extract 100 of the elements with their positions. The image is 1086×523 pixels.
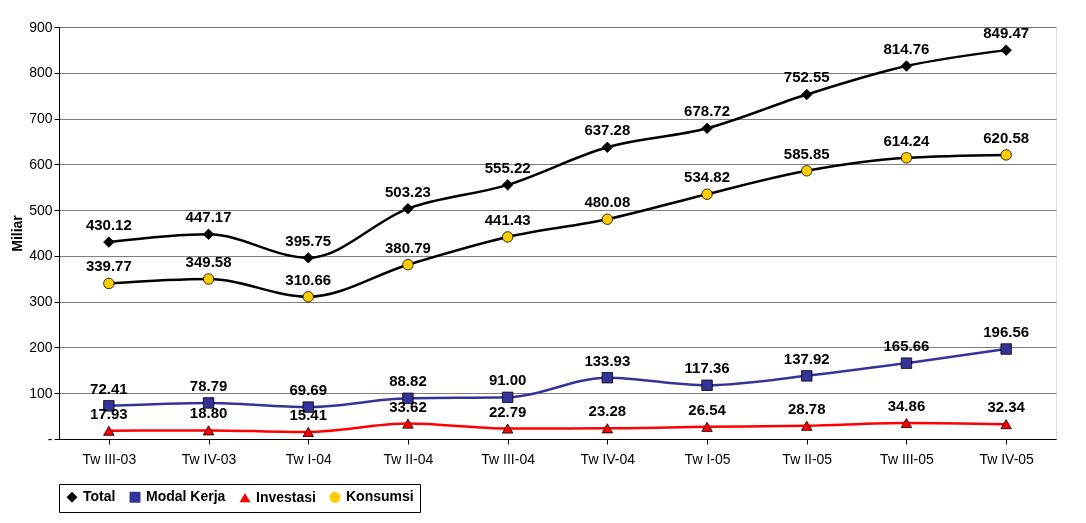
data-label: 33.62 bbox=[389, 397, 427, 415]
data-label: 395.75 bbox=[285, 231, 332, 249]
data-label: 349.58 bbox=[185, 252, 232, 270]
x-tick-label: Tw III-03 bbox=[82, 450, 137, 467]
data-label: 430.12 bbox=[85, 216, 132, 234]
data-label: 117.36 bbox=[684, 359, 730, 377]
data-label: 23.28 bbox=[588, 402, 627, 420]
x-tick-label: Tw IV-04 bbox=[580, 450, 636, 467]
point bbox=[801, 88, 813, 101]
y-axis-title: Miliar bbox=[9, 214, 26, 252]
point bbox=[601, 372, 613, 384]
data-label: 91.00 bbox=[488, 371, 527, 389]
point bbox=[701, 421, 713, 432]
y-tick-label: 300 bbox=[29, 293, 53, 310]
point bbox=[502, 423, 514, 434]
legend-label: Modal Kerja bbox=[146, 488, 226, 505]
y-tick-label: 600 bbox=[29, 155, 53, 172]
data-label: 72.41 bbox=[90, 379, 128, 397]
point bbox=[103, 277, 115, 290]
point bbox=[103, 425, 115, 436]
data-label: 447.17 bbox=[185, 208, 232, 226]
point bbox=[900, 357, 913, 369]
data-label: 620.58 bbox=[983, 128, 1030, 146]
point bbox=[1000, 343, 1012, 355]
data-label: 585.85 bbox=[783, 144, 830, 162]
point bbox=[701, 379, 713, 391]
data-label: 15.41 bbox=[289, 405, 328, 423]
point bbox=[302, 427, 314, 437]
point bbox=[502, 391, 514, 403]
data-label: 555.22 bbox=[484, 158, 531, 176]
point bbox=[701, 122, 713, 134]
point bbox=[202, 425, 215, 436]
point bbox=[202, 228, 215, 240]
point bbox=[601, 213, 613, 225]
data-label: 26.54 bbox=[688, 400, 727, 418]
x-tick-label: Tw IV-03 bbox=[181, 450, 237, 467]
x-tick-label: Tw III-05 bbox=[880, 450, 934, 467]
data-label: 34.86 bbox=[887, 397, 926, 415]
point bbox=[900, 152, 913, 164]
data-label: 165.66 bbox=[883, 337, 930, 355]
point bbox=[402, 418, 414, 429]
point bbox=[701, 188, 713, 200]
y-tick-label: 800 bbox=[29, 64, 53, 81]
data-label: 752.55 bbox=[783, 68, 830, 86]
point bbox=[1000, 149, 1012, 161]
point bbox=[801, 420, 813, 431]
data-label: 441.43 bbox=[484, 210, 531, 228]
point bbox=[202, 273, 215, 285]
point bbox=[302, 291, 314, 303]
data-label: 133.93 bbox=[584, 351, 631, 369]
data-label: 22.79 bbox=[488, 402, 527, 420]
point bbox=[801, 165, 813, 177]
x-tick-label: Tw IV-05 bbox=[979, 450, 1035, 467]
data-label: 480.08 bbox=[584, 193, 631, 211]
data-label: 310.66 bbox=[285, 270, 332, 288]
legend-label: Konsumsi bbox=[346, 488, 414, 505]
point bbox=[801, 370, 813, 382]
y-tick-label: 500 bbox=[29, 201, 53, 218]
data-label: 678.72 bbox=[684, 102, 730, 120]
data-label: 637.28 bbox=[584, 121, 631, 139]
data-label: 137.92 bbox=[783, 349, 830, 367]
data-label: 196.56 bbox=[983, 323, 1030, 341]
data-label: 28.78 bbox=[787, 399, 826, 417]
data-label: 503.23 bbox=[385, 182, 431, 200]
point bbox=[900, 418, 913, 428]
x-tick-label: Tw III-04 bbox=[481, 450, 536, 467]
data-label: 849.47 bbox=[983, 24, 1030, 42]
point bbox=[502, 231, 514, 243]
legend-label: Total bbox=[83, 488, 116, 505]
data-label: 380.79 bbox=[385, 238, 431, 256]
legend-label: Investasi bbox=[256, 488, 316, 505]
point bbox=[402, 259, 414, 271]
y-tick-label: - bbox=[47, 430, 53, 447]
data-label: 814.76 bbox=[883, 40, 930, 58]
data-label: 32.34 bbox=[987, 398, 1026, 416]
x-tick-label: Tw I-05 bbox=[684, 450, 731, 467]
point bbox=[601, 141, 613, 153]
point bbox=[1000, 44, 1012, 56]
y-tick-label: 100 bbox=[29, 384, 53, 401]
point bbox=[1000, 419, 1012, 430]
point bbox=[900, 60, 913, 72]
data-label: 534.82 bbox=[684, 168, 730, 186]
data-label: 614.24 bbox=[883, 131, 931, 149]
point bbox=[502, 179, 514, 191]
data-label: 69.69 bbox=[289, 381, 328, 399]
point bbox=[302, 252, 314, 264]
point bbox=[402, 202, 414, 215]
y-tick-label: 700 bbox=[29, 110, 53, 127]
data-label: 78.79 bbox=[189, 376, 228, 394]
point bbox=[601, 423, 613, 434]
y-tick-label: 900 bbox=[29, 18, 53, 35]
data-label: 88.82 bbox=[389, 372, 427, 390]
point bbox=[103, 236, 115, 248]
x-tick-label: Tw I-04 bbox=[285, 450, 332, 467]
data-label: 17.93 bbox=[90, 404, 128, 422]
x-tick-label: Tw II-04 bbox=[383, 450, 434, 467]
data-label: 18.80 bbox=[189, 404, 228, 422]
data-label: 339.77 bbox=[85, 257, 132, 275]
y-tick-label: 200 bbox=[29, 338, 53, 355]
point bbox=[202, 397, 215, 409]
